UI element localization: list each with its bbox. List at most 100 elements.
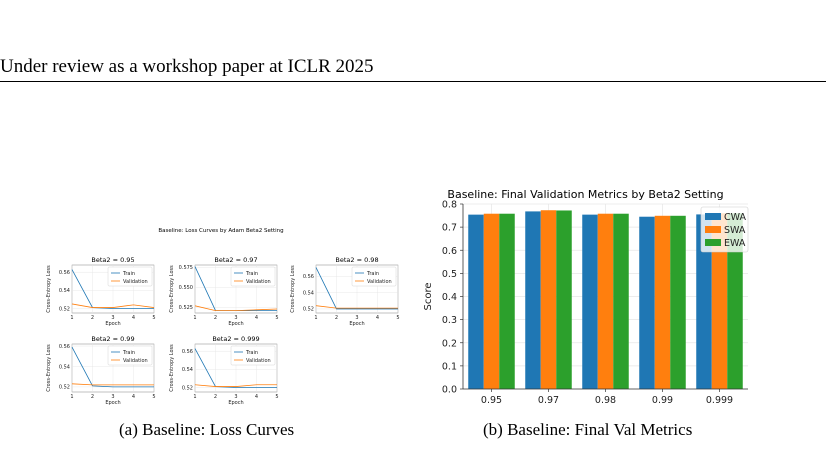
bar-chart-title: Baseline: Final Validation Metrics by Be… xyxy=(447,188,723,201)
xtick-label: 2 xyxy=(335,315,338,321)
xtick-label: 1 xyxy=(314,315,317,321)
ytick-label: 0.525 xyxy=(179,305,193,311)
xtick-label: 4 xyxy=(132,394,135,400)
loss-figure-title: Baseline: Loss Curves by Adam Beta2 Sett… xyxy=(158,228,283,234)
ytick-label: 0.575 xyxy=(179,265,193,271)
xtick-label: 5 xyxy=(396,315,399,321)
legend-label-ewa: EWA xyxy=(724,238,746,249)
bar-ewa-0.95 xyxy=(499,213,515,389)
loss-curves-figure: Baseline: Loss Curves by Adam Beta2 Sett… xyxy=(46,228,400,406)
legend-label-train: Train xyxy=(122,271,135,277)
xtick-label: 3 xyxy=(111,394,114,400)
ytick-label: 0.54 xyxy=(303,290,314,296)
ytick-label: 0.52 xyxy=(59,306,70,312)
xtick-label: 0.99 xyxy=(652,395,673,406)
ytick-label: 0.56 xyxy=(59,270,70,276)
ytick-label: 0.56 xyxy=(182,349,193,355)
bar-swa-0.99 xyxy=(654,215,671,389)
legend-label-validation: Validation xyxy=(246,358,271,364)
loss-panel-5: 0.52 0.54 0.56 1 2 3 4 5 Beta2 = 0.999 Epoch Cross… xyxy=(169,335,279,406)
xtick-label: 0.999 xyxy=(706,395,733,406)
series-line-train xyxy=(315,267,398,310)
ytick-label: 0.2 xyxy=(442,338,457,349)
xtick-label: 5 xyxy=(152,315,155,321)
legend-label-train: Train xyxy=(245,271,258,277)
series-line-validation xyxy=(194,305,278,311)
bar-cwa-0.97 xyxy=(525,211,541,389)
xtick-label: 4 xyxy=(376,315,379,321)
ytick-label: 0.6 xyxy=(442,246,457,257)
ytick-label: 0.8 xyxy=(442,200,457,211)
panel-title: Beta2 = 0.98 xyxy=(335,256,378,264)
panel-title: Beta2 = 0.99 xyxy=(91,335,134,343)
legend-swatch-ewa xyxy=(705,239,721,246)
header-rule xyxy=(0,81,826,82)
legend-label-train: Train xyxy=(122,350,135,356)
loss-panel-4: 0.52 0.54 0.56 1 2 3 4 5 Beta2 = 0.99 Epoch Cross-… xyxy=(46,335,156,406)
running-header: Under review as a workshop paper at ICLR… xyxy=(0,56,374,77)
ytick-label: 0.7 xyxy=(442,223,457,234)
xtick-label: 0.97 xyxy=(538,395,559,406)
bar-cwa-0.95 xyxy=(468,214,484,389)
ytick-label: 0.52 xyxy=(182,385,193,391)
xtick-label: 1 xyxy=(70,394,73,400)
ytick-label: 0.550 xyxy=(179,285,193,291)
xtick-label: 3 xyxy=(355,315,358,321)
xtick-label: 4 xyxy=(255,315,258,321)
x-axis-label: Epoch xyxy=(349,321,364,327)
xtick-label: 4 xyxy=(255,394,258,400)
bar-swa-0.98 xyxy=(597,213,614,389)
xtick-label: 1 xyxy=(193,394,196,400)
ytick-label: 0.54 xyxy=(182,367,193,373)
y-axis-label: Cross-Entropy Loss xyxy=(46,344,52,392)
caption-a: (a) Baseline: Loss Curves xyxy=(119,420,295,439)
ytick-label: 0.52 xyxy=(303,307,314,313)
xtick-label: 2 xyxy=(214,394,217,400)
xtick-label: 2 xyxy=(214,315,217,321)
ytick-label: 0.3 xyxy=(442,315,457,326)
y-axis-label: Cross-Entropy Loss xyxy=(46,265,52,313)
panel-title: Beta2 = 0.999 xyxy=(212,335,259,343)
x-axis-label: Epoch xyxy=(228,321,243,327)
series-line-validation xyxy=(71,303,155,308)
bar-ewa-0.99 xyxy=(670,215,686,389)
ytick-label: 0.52 xyxy=(59,385,70,391)
x-axis-label: Epoch xyxy=(105,400,120,406)
y-axis-label: Cross-Entropy Loss xyxy=(169,344,175,392)
xtick-label: 3 xyxy=(234,394,237,400)
xtick-label: 5 xyxy=(275,394,278,400)
legend-label-train: Train xyxy=(366,271,379,277)
xtick-label: 1 xyxy=(70,315,73,321)
ytick-label: 0.1 xyxy=(442,361,457,372)
series-line-validation xyxy=(315,305,398,309)
ytick-label: 0.54 xyxy=(59,364,70,370)
bar-cwa-0.98 xyxy=(582,214,598,389)
final-metrics-figure: Baseline: Final Validation Metrics by Be… xyxy=(423,188,749,406)
ytick-label: 0.56 xyxy=(303,274,314,280)
xtick-label: 3 xyxy=(234,315,237,321)
bar-swa-0.97 xyxy=(540,210,557,389)
xtick-label: 3 xyxy=(111,315,114,321)
xtick-label: 4 xyxy=(132,315,135,321)
bar-swa-0.999 xyxy=(711,213,728,389)
xtick-label: 1 xyxy=(193,315,196,321)
xtick-label: 0.95 xyxy=(481,395,502,406)
series-line-train xyxy=(71,269,154,309)
panel-title: Beta2 = 0.97 xyxy=(214,256,257,264)
y-axis-label: Cross-Entropy Loss xyxy=(290,265,296,313)
legend-label-train: Train xyxy=(245,350,258,356)
y-axis-label: Score xyxy=(423,282,434,310)
caption-b: (b) Baseline: Final Val Metrics xyxy=(483,420,693,439)
loss-panel-2: 0.525 0.550 0.575 1 2 3 4 5 Beta2 = 0.97 Epoch Cro… xyxy=(169,256,279,327)
legend-swatch-cwa xyxy=(705,213,721,220)
panel-title: Beta2 = 0.95 xyxy=(91,256,134,264)
legend-swatch-swa xyxy=(705,226,721,233)
x-axis-label: Epoch xyxy=(228,400,243,406)
legend-label-validation: Validation xyxy=(123,279,148,285)
ytick-label: 0.54 xyxy=(59,288,70,294)
bar-cwa-0.99 xyxy=(639,216,655,389)
bar-ewa-0.98 xyxy=(613,213,629,389)
series-line-train xyxy=(194,348,277,388)
legend-label-swa: SWA xyxy=(724,225,746,236)
loss-panel-3: 0.52 0.54 0.56 1 2 3 4 5 Beta2 = 0.98 Epoch Cross-… xyxy=(290,256,400,327)
